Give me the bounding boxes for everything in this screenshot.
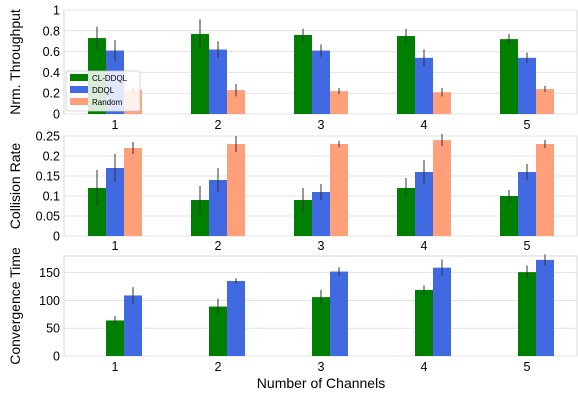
- x-tick-label: 5: [524, 360, 531, 374]
- bar-cl-ddql-ch3: [312, 297, 330, 356]
- bar-cl-ddql-ch4: [397, 36, 415, 114]
- x-tick-label: 2: [215, 360, 222, 374]
- bar-ddql-ch2: [209, 180, 227, 236]
- bar-cl-ddql-ch4: [397, 188, 415, 236]
- bar-ddql-ch1: [106, 168, 124, 236]
- bar-ddql-ch3: [330, 271, 348, 356]
- y-tick-label: 0.1: [43, 190, 60, 204]
- bar-random-ch5: [536, 144, 554, 236]
- bar-ddql-ch4: [433, 267, 451, 356]
- bar-ddql-ch1: [124, 295, 142, 356]
- chart-panel-2: 0 0.05 0.1 0.15 0.2 0.25 1 2 3 4 5 Collision Rate: [7, 130, 578, 253]
- bar-ddql-ch5: [518, 57, 536, 114]
- y-tick-label: 0.6: [43, 45, 60, 59]
- x-tick-label: 4: [421, 118, 428, 132]
- x-axis-label: Number of Channels: [257, 375, 385, 391]
- y-tick-label: 0.15: [36, 170, 60, 184]
- bar-cl-ddql-ch2: [191, 33, 209, 114]
- bar-cl-ddql-ch2: [209, 306, 227, 356]
- x-tick-label: 3: [318, 118, 325, 132]
- x-tick-label: 4: [421, 360, 428, 374]
- bar-cl-ddql-ch5: [500, 196, 518, 236]
- bar-cl-ddql-ch1: [106, 320, 124, 356]
- bar-ddql-ch2: [227, 281, 245, 356]
- bar-ddql-ch4: [415, 57, 433, 114]
- legend: CL-DDQL DDQL Random: [65, 70, 141, 112]
- y-tick-label: 50: [46, 322, 60, 336]
- x-tick-label: 1: [112, 360, 119, 374]
- bar-ddql-ch3: [312, 192, 330, 236]
- legend-swatch: [70, 86, 88, 93]
- x-tick-label: 4: [421, 239, 428, 253]
- y-tick-label: 0.05: [36, 210, 60, 224]
- bar-cl-ddql-ch3: [294, 34, 312, 114]
- legend-swatch: [70, 98, 88, 105]
- y-axis-label: Collision Rate: [7, 143, 23, 230]
- bar-ddql-ch2: [209, 49, 227, 114]
- bar-random-ch5: [536, 89, 554, 114]
- y-tick-label: 0.2: [43, 150, 60, 164]
- y-tick-label: 0.4: [43, 66, 60, 80]
- y-tick-label: 0.2: [43, 87, 60, 101]
- bar-cl-ddql-ch4: [415, 289, 433, 356]
- bar-random-ch3: [330, 91, 348, 114]
- x-tick-label: 3: [318, 360, 325, 374]
- x-tick-label: 1: [112, 118, 119, 132]
- y-tick-label: 150: [39, 266, 60, 280]
- bar-random-ch2: [227, 90, 245, 114]
- bar-random-ch2: [227, 144, 245, 236]
- y-tick-label: 0.25: [36, 130, 60, 144]
- y-tick-label: 0: [53, 350, 60, 364]
- x-tick-label: 5: [524, 118, 531, 132]
- chart-panel-1: 0 0.2 0.4 0.6 0.8 1 1 2 3 4 5 Nrm. Throughput CL-DDQ…: [7, 4, 578, 132]
- x-tick-label: 2: [215, 239, 222, 253]
- legend-label: DDQL: [92, 86, 115, 95]
- y-axis-label: Nrm. Throughput: [7, 9, 23, 115]
- bar-cl-ddql-ch5: [518, 272, 536, 356]
- y-tick-label: 0: [53, 108, 60, 122]
- bar-cl-ddql-ch1: [88, 188, 106, 236]
- legend-swatch: [70, 74, 88, 81]
- x-tick-label: 5: [524, 239, 531, 253]
- legend-label: CL-DDQL: [92, 74, 128, 83]
- bar-random-ch3: [330, 144, 348, 236]
- x-tick-label: 2: [215, 118, 222, 132]
- bar-cl-ddql-ch5: [500, 39, 518, 115]
- y-tick-label: 1: [53, 4, 60, 18]
- x-tick-label: 3: [318, 239, 325, 253]
- bar-ddql-ch5: [536, 259, 554, 356]
- bar-cl-ddql-ch2: [191, 200, 209, 236]
- y-tick-label: 100: [39, 294, 60, 308]
- bar-random-ch1: [124, 148, 142, 236]
- y-axis-label: Convergence Time: [7, 247, 23, 365]
- chart-panel-3: 0 50 100 150 1 2 3 4 5 Convergence Time: [7, 247, 578, 374]
- y-tick-label: 0.8: [43, 24, 60, 38]
- bar-ddql-ch5: [518, 172, 536, 236]
- axes-layer: 0 0.2 0.4 0.6 0.8 1 1 2 3 4 5 Nrm. Throughput CL-DDQ…: [7, 4, 578, 374]
- bar-ddql-ch4: [415, 172, 433, 236]
- bar-ddql-ch3: [312, 50, 330, 114]
- x-tick-label: 1: [112, 239, 119, 253]
- y-tick-label: 0: [53, 230, 60, 244]
- bar-random-ch4: [433, 92, 451, 114]
- legend-label: Random: [92, 98, 123, 107]
- bar-random-ch4: [433, 140, 451, 236]
- bar-cl-ddql-ch3: [294, 200, 312, 236]
